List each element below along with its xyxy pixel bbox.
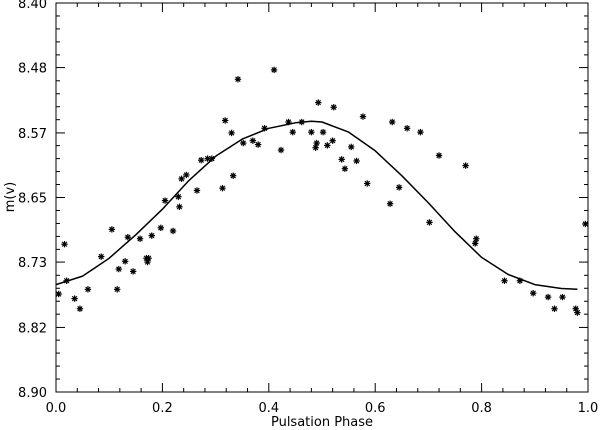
data-point [462,162,469,169]
y-tick-label: 8.65 [18,192,47,207]
fit-curve [55,120,578,291]
y-tick-label: 8.73 [18,256,47,271]
data-point [501,277,508,284]
y-axis-label: m(v) [3,182,18,213]
data-point [270,66,278,74]
x-tick-label: 0.0 [46,401,67,416]
x-tick-label: 0.6 [365,401,386,416]
data-points [55,66,589,316]
data-point [221,117,229,124]
data-point [178,175,185,183]
data-point [98,253,105,260]
data-point [169,227,177,235]
data-point [359,113,367,120]
data-point [176,203,183,211]
data-point [261,125,268,132]
axis-ticks [55,2,589,393]
data-point [175,193,182,200]
data-point [559,293,566,301]
data-point [574,309,581,316]
data-point [386,200,394,207]
data-point [55,290,62,298]
x-tick-label: 0.8 [471,401,492,416]
data-point [348,143,355,151]
y-tick-label: 8.90 [18,386,47,401]
data-point [198,156,205,164]
data-point [121,258,129,265]
data-point [324,142,331,149]
x-tick-labels: 0.0 0.2 0.4 0.6 0.8 1.0 [46,401,599,416]
x-axis-label: Pulsation Phase [271,415,373,430]
data-point [136,235,144,242]
data-point [148,232,155,239]
y-tick-labels: 8.40 8.48 8.57 8.65 8.73 8.82 8.90 [18,0,47,401]
data-point [582,220,589,228]
data-point [285,118,292,126]
data-point [319,128,327,136]
data-point [417,128,424,136]
data-point [161,197,169,204]
data-point [113,286,121,293]
data-point [124,233,132,241]
data-point [183,171,190,179]
data-point [551,305,558,312]
data-point [108,226,116,233]
data-point [313,139,320,147]
data-point [240,139,247,147]
data-point [426,219,433,226]
data-point [341,165,349,172]
x-tick-label: 0.2 [152,401,173,416]
data-point [364,180,371,187]
data-point [298,118,305,126]
data-point [289,128,296,136]
data-point [145,254,152,262]
plot-frame [55,2,589,393]
data-point [473,235,480,242]
data-point [84,286,92,293]
data-point [530,289,537,297]
x-tick-label: 1.0 [578,401,599,416]
data-point [312,144,319,151]
y-tick-label: 8.57 [18,127,47,142]
data-point [330,104,337,111]
data-point [63,277,70,284]
data-point [115,265,122,273]
data-point [76,305,84,312]
y-tick-label: 8.40 [18,0,47,12]
data-point [228,129,235,137]
data-point [193,187,201,194]
data-point [329,137,336,144]
x-tick-label: 0.4 [258,401,279,416]
fit-curve-line [55,120,578,291]
data-point [338,156,345,163]
data-point [277,146,285,154]
data-point [315,99,322,106]
data-point [472,240,479,247]
data-point [254,141,262,148]
data-point [219,184,226,192]
data-point [234,76,242,83]
data-point [395,184,403,191]
data-point [208,155,216,162]
data-point [129,268,137,275]
data-point [157,224,165,232]
data-point [403,125,411,132]
data-point [229,172,237,179]
data-point [435,152,443,159]
data-point [61,240,68,248]
data-point [71,295,78,302]
y-tick-label: 8.82 [18,321,47,336]
data-point [544,293,552,301]
data-point [353,157,360,165]
data-point [249,137,257,144]
y-tick-label: 8.48 [18,62,47,77]
data-point [389,118,396,126]
data-point [516,277,524,284]
data-point [308,128,315,136]
